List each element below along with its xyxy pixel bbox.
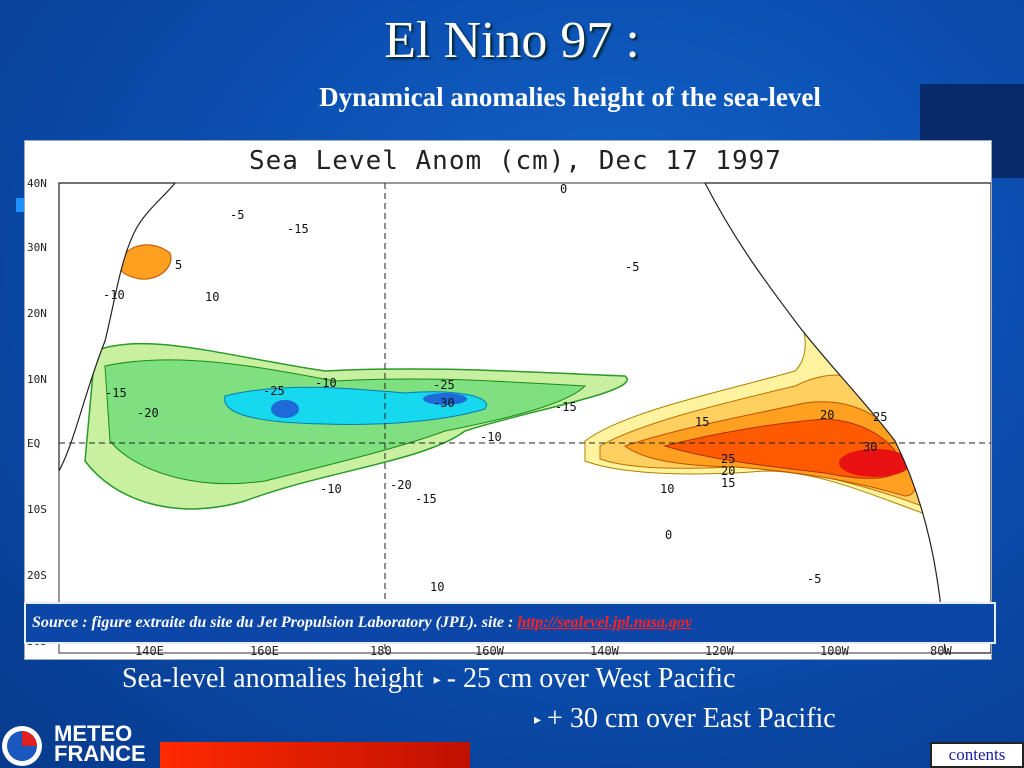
contour-label: -5 (230, 208, 244, 222)
land-asia (58, 182, 177, 472)
lon-label: 160E (250, 644, 279, 658)
contour-label: 20 (721, 464, 735, 478)
contour-label: -5 (807, 572, 821, 586)
contents-button[interactable]: contents (930, 742, 1024, 768)
lat-label: 20S (27, 569, 47, 582)
land-americas (704, 182, 991, 654)
lon-label: 80W (930, 644, 952, 658)
logo-line-2: FRANCE (54, 741, 146, 766)
contour-label: -5 (625, 260, 639, 274)
contour-label: -15 (415, 492, 437, 506)
slide-subtitle: Dynamical anomalies height of the sea-le… (319, 82, 821, 112)
contour-label: -10 (480, 430, 502, 444)
contour-label: -20 (137, 406, 159, 420)
contour-label: 10 (205, 290, 219, 304)
lon-label: 120W (705, 644, 735, 658)
meteo-france-logo (2, 726, 42, 766)
lon-label: 140W (590, 644, 620, 658)
lon-label: 160W (475, 644, 505, 658)
contour-label: 15 (695, 415, 709, 429)
contour-label: -25 (263, 384, 285, 398)
logo-wordmark: METEO FRANCE (54, 721, 146, 766)
anomaly-positive-max (839, 449, 911, 477)
logo-line-1: METEO (54, 721, 133, 746)
contour-label: 0 (665, 528, 672, 542)
lat-label: 30N (27, 241, 47, 254)
map-title: Sea Level Anom (cm), Dec 17 1997 (249, 146, 782, 176)
lat-label: 40N (27, 177, 47, 190)
summary-line-1: Sea-level anomalies height ▸ - 25 cm over … (122, 662, 736, 698)
lat-label: 20N (27, 307, 47, 320)
contour-label: 20 (820, 408, 834, 422)
contour-label: -25 (433, 378, 455, 392)
slide-title: El Nino 97 : (384, 12, 640, 69)
source-text: Source : figure extraite du site du Jet … (32, 614, 518, 631)
source-caption: Source : figure extraite du site du Jet … (24, 602, 996, 644)
footer-red-bar (160, 742, 470, 768)
lon-label: 140E (135, 644, 164, 658)
contour-label: -15 (555, 400, 577, 414)
contour-label: 10 (660, 482, 674, 496)
contour-label: -15 (287, 222, 309, 236)
anomaly-negative-strong-2 (423, 393, 467, 405)
summary-east-value: + 30 cm over East Pacific (547, 703, 836, 734)
contour-label: 5 (175, 258, 182, 272)
summary-line-2: ▸ + 30 cm over East Pacific (524, 702, 836, 738)
lon-label: 180 (370, 644, 392, 658)
contour-label: -20 (390, 478, 412, 492)
contour-label: -10 (315, 376, 337, 390)
anomaly-positive-japan (118, 244, 172, 280)
contour-label: -30 (433, 396, 455, 410)
contour-label: 0 (560, 182, 567, 196)
lat-label: 10S (27, 503, 47, 516)
arrow-bullet-icon: ▸ (433, 672, 441, 688)
decorative-square (16, 198, 26, 212)
sea-level-anomaly-map: Sea Level Anom (cm), Dec 17 1997 40N 30N… (24, 140, 992, 660)
summary-label: Sea-level anomalies height (122, 663, 424, 694)
contour-label: 30 (863, 440, 877, 454)
lat-label: EQ (27, 437, 40, 450)
contour-label: -15 (105, 386, 127, 400)
anomaly-negative-strong-1 (271, 400, 299, 418)
contour-label: 25 (873, 410, 887, 424)
summary-west-value: - 25 cm over West Pacific (446, 663, 736, 694)
contour-label: 10 (430, 580, 444, 594)
contour-label: 15 (721, 476, 735, 490)
source-link[interactable]: http://sealevel.jpl.nasa.gov (517, 614, 692, 631)
contour-label: 25 (721, 452, 735, 466)
contour-label: -10 (320, 482, 342, 496)
lat-label: 10N (27, 373, 47, 386)
lon-label: 100W (820, 644, 850, 658)
contour-label: -10 (103, 288, 125, 302)
arrow-bullet-icon: ▸ (534, 712, 542, 728)
